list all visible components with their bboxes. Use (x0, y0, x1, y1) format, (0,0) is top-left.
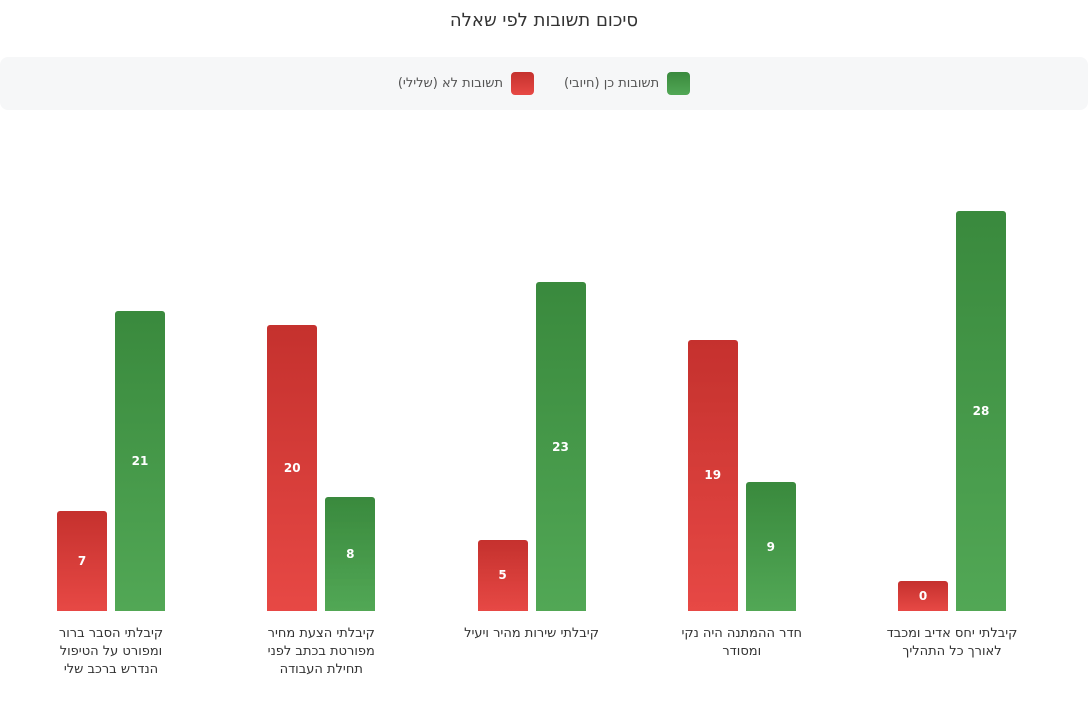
data-label: 0 (918, 589, 928, 603)
bar: 9 (745, 482, 796, 611)
data-label: 23 (552, 439, 569, 454)
bar: 7 (57, 511, 107, 611)
bar: 21 (115, 311, 165, 611)
data-label: 8 (346, 546, 355, 561)
data-label: 7 (77, 554, 87, 568)
data-label: 9 (766, 539, 775, 554)
data-label: 5 (498, 568, 507, 583)
legend-swatch (511, 72, 535, 95)
legend: תשובות כן (חיובי) תשובות לא (שלילי) (0, 57, 1088, 110)
data-label: 20 (283, 461, 301, 476)
bar: 28 (956, 211, 1006, 611)
bar: 5 (477, 539, 528, 611)
bar: 23 (535, 282, 586, 611)
data-label: 21 (131, 454, 149, 468)
x-tick-label: חדר ההמתנה היה נקי ומסודר (681, 626, 803, 659)
legend-item: תשובות לא (שלילי) (397, 72, 535, 95)
x-tick-label: קיבלתי הצעת מחיר מפורטת בכתב לפני תחילת … (267, 626, 375, 677)
legend-item: תשובות כן (חיובי) (564, 72, 691, 95)
bar: 19 (687, 339, 738, 611)
x-tick-label: קיבלתי שירות מהיר ויעיל (464, 626, 599, 641)
legend-label: תשובות כן (חיובי) (564, 76, 660, 91)
chart-title: סיכום תשובות לפי שאלה (449, 10, 639, 31)
x-tick-label: קיבלתי הסבר ברור ומפורט על הטיפול הנדרש … (58, 626, 164, 677)
legend-swatch (667, 72, 691, 95)
x-tick-label: קיבלתי יחס אדיב ומכבד לאורך כל התהליך (886, 626, 1018, 659)
bar: 8 (325, 496, 376, 611)
legend-label: תשובות לא (שלילי) (397, 76, 504, 91)
bar: 20 (267, 325, 318, 611)
data-label: 28 (972, 404, 990, 418)
bar: 0 (898, 581, 948, 611)
data-label: 19 (704, 468, 722, 483)
